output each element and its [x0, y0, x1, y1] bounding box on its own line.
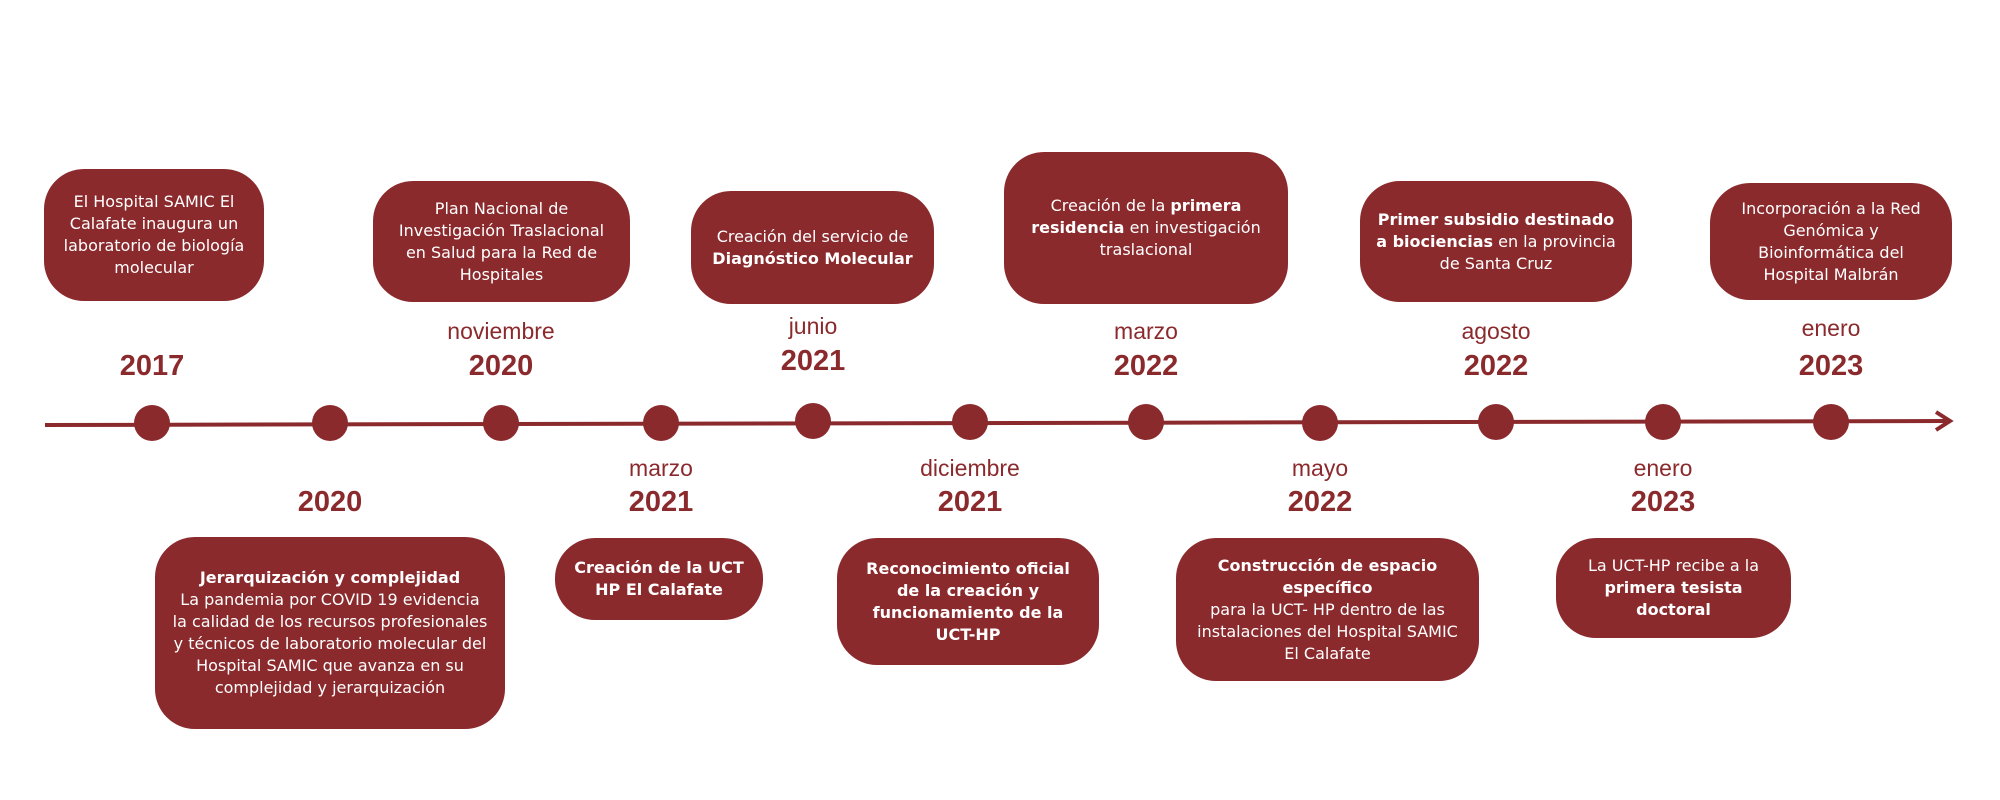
- event-text-bold: Creación de la UCT HP El Calafate: [574, 558, 744, 599]
- timeline-dot: [952, 404, 988, 440]
- event-year: 2022: [1113, 350, 1179, 382]
- event-text: Creación de la: [1050, 196, 1171, 215]
- event-text: Plan Nacional de Investigación Traslacio…: [398, 198, 605, 284]
- event-text-bold: primera residencia: [1031, 196, 1242, 237]
- event-text: La UCT-HP recibe a la: [1587, 556, 1760, 575]
- event-year: 2022: [1463, 350, 1529, 382]
- event-text: El Hospital SAMIC El Calafate inaugura u…: [63, 192, 245, 277]
- event-card: Incorporación a la Red Genómica y Bioinf…: [1710, 183, 1952, 300]
- event-card: Plan Nacional de Investigación Traslacio…: [373, 181, 630, 302]
- event-text-bold: Construcción de espacio específico: [1217, 555, 1438, 597]
- timeline-line: [44, 419, 1949, 427]
- timeline-dot: [643, 405, 679, 441]
- timeline-dot: [1813, 404, 1849, 440]
- event-card: Primer subsidio destinado a biociencias …: [1360, 181, 1632, 302]
- event-description: Incorporación a la Red Genómica y Bioinf…: [1726, 198, 1936, 286]
- event-description: El Hospital SAMIC El Calafate inaugura u…: [60, 191, 248, 279]
- event-card: Creación de la UCT HP El Calafate: [555, 538, 763, 620]
- event-text-bold: Diagnóstico Molecular: [712, 248, 913, 268]
- event-text-bold: primera tesista doctoral: [1604, 578, 1743, 619]
- event-year: 2017: [119, 350, 185, 382]
- timeline-dot: [1645, 404, 1681, 440]
- event-card: Jerarquización y complejidad La pandemia …: [155, 537, 505, 729]
- event-card: La UCT-HP recibe a la primera tesista do…: [1556, 538, 1791, 638]
- event-month: junio: [788, 313, 838, 339]
- event-description: Primer subsidio destinado a biociencias …: [1376, 209, 1616, 275]
- event-card: Reconocimiento oficial de la creación y …: [837, 538, 1099, 665]
- timeline-dot: [134, 405, 170, 441]
- event-text-bold: Primer subsidio destinado a biociencias: [1376, 209, 1615, 251]
- event-year: 2022: [1287, 486, 1353, 518]
- event-card: Creación de la primera residencia en inv…: [1004, 152, 1288, 304]
- event-month: marzo: [629, 455, 693, 481]
- event-year: 2023: [1798, 350, 1864, 382]
- timeline-dot: [795, 403, 831, 439]
- event-month: diciembre: [920, 455, 1020, 481]
- event-year: 2021: [780, 345, 846, 377]
- arrow-head-icon: [1934, 410, 1954, 432]
- event-text: La pandemia por COVID 19 evidencia la ca…: [172, 590, 488, 697]
- event-card: Construcción de espacio específico para l…: [1176, 538, 1479, 681]
- event-year: 2021: [937, 486, 1003, 518]
- event-text: en la provincia de Santa Cruz: [1439, 231, 1616, 273]
- event-month: noviembre: [447, 318, 555, 344]
- timeline-dot: [1128, 404, 1164, 440]
- event-year: 2020: [297, 486, 363, 518]
- event-description: Reconocimiento oficial de la creación y …: [853, 558, 1083, 646]
- event-description: Creación de la primera residencia en inv…: [1020, 195, 1272, 261]
- event-month: marzo: [1114, 318, 1178, 344]
- event-year: 2020: [468, 350, 534, 382]
- event-year: 2023: [1630, 486, 1696, 518]
- event-month: enero: [1633, 455, 1693, 481]
- event-description: Creación de la UCT HP El Calafate: [571, 557, 747, 601]
- event-text: en investigación traslacional: [1099, 218, 1261, 259]
- event-card: Creación del servicio de Diagnóstico Mol…: [691, 191, 934, 304]
- timeline-dot: [312, 405, 348, 441]
- event-month: enero: [1801, 315, 1861, 341]
- timeline-dot: [1302, 405, 1338, 441]
- event-description: La UCT-HP recibe a la primera tesista do…: [1572, 555, 1775, 621]
- event-description: Plan Nacional de Investigación Traslacio…: [389, 198, 614, 286]
- timeline-dot: [1478, 404, 1514, 440]
- timeline-dot: [483, 405, 519, 441]
- event-description: Jerarquización y complejidad La pandemia …: [171, 567, 489, 699]
- event-text: Incorporación a la Red Genómica y Bioinf…: [1741, 198, 1921, 284]
- event-month: mayo: [1291, 455, 1349, 481]
- event-text: para la UCT- HP dentro de las instalacio…: [1197, 599, 1458, 663]
- event-year: 2021: [628, 486, 694, 518]
- event-description: Creación del servicio de Diagnóstico Mol…: [707, 226, 918, 270]
- event-text-bold: Jerarquización y complejidad: [199, 568, 461, 587]
- event-description: Construcción de espacio específico para l…: [1192, 555, 1463, 665]
- event-month: agosto: [1461, 318, 1531, 344]
- event-card: El Hospital SAMIC El Calafate inaugura u…: [44, 169, 264, 301]
- event-text-bold: Reconocimiento oficial de la creación y …: [866, 558, 1070, 644]
- event-text: Creación del servicio de: [716, 226, 909, 246]
